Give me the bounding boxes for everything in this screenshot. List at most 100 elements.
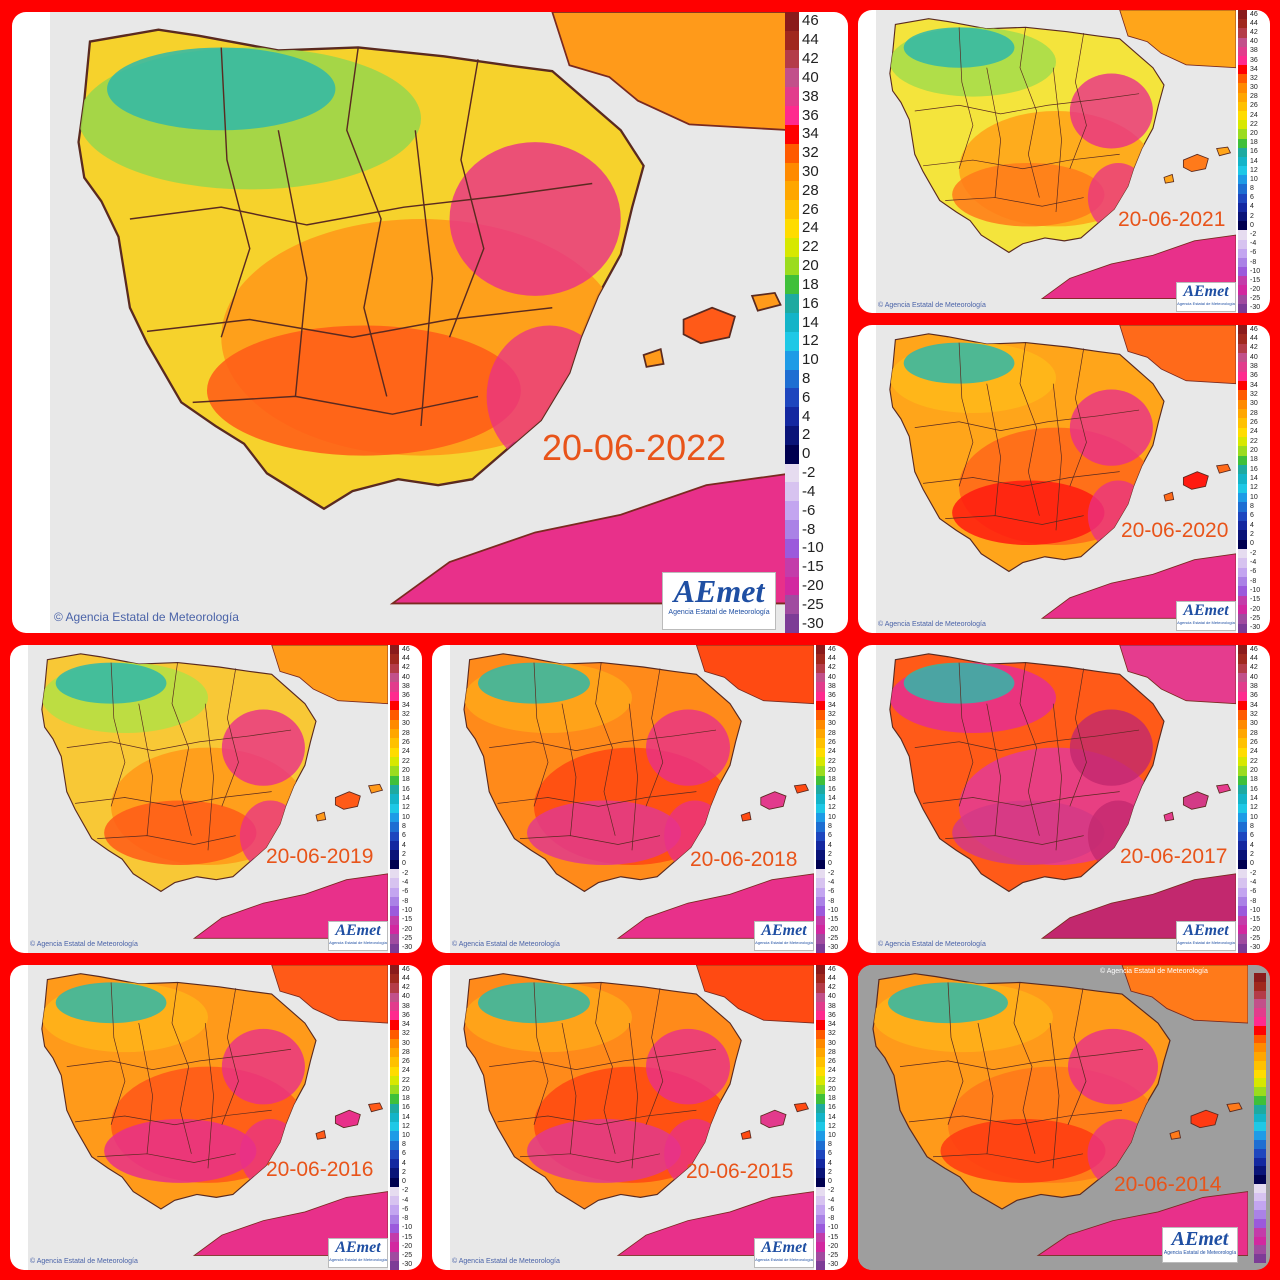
scale-swatch <box>816 710 825 721</box>
scale-swatch <box>1254 1087 1266 1097</box>
scale-swatch <box>816 757 825 767</box>
scale-swatch <box>390 925 399 935</box>
province-border <box>346 47 388 397</box>
scale-label: 22 <box>828 1076 836 1084</box>
scale-swatch <box>1238 878 1247 889</box>
scale-swatch <box>816 1140 825 1151</box>
scale-swatch <box>785 369 799 389</box>
ibiza-island <box>1169 1130 1182 1140</box>
scale-swatch <box>1254 1166 1266 1176</box>
scale-swatch <box>390 1196 399 1206</box>
aemet-logo: AEmet Agencia Estatal de Meteorología <box>754 1238 814 1268</box>
scale-label: -8 <box>802 520 816 538</box>
scale-swatch <box>1238 682 1247 693</box>
map-panel-2015: 20-06-2015 © Agencia Estatal de Meteorol… <box>432 965 848 1270</box>
scale-label: 16 <box>828 1104 836 1112</box>
scale-swatch <box>1238 558 1247 569</box>
scale-swatch <box>1238 353 1247 363</box>
province-border <box>171 982 192 1154</box>
scale-swatch <box>1238 577 1247 587</box>
scale-label: 26 <box>1250 419 1258 426</box>
scale-swatch <box>1238 831 1247 842</box>
scale-swatch <box>816 850 825 861</box>
scale-swatch <box>390 869 399 879</box>
scale-label: 12 <box>402 804 410 812</box>
province-border <box>138 703 153 836</box>
scale-swatch <box>785 143 799 164</box>
scale-swatch <box>1238 841 1247 851</box>
scale-label: -10 <box>402 907 413 914</box>
scale-swatch <box>390 719 399 730</box>
scale-label: 4 <box>828 841 832 849</box>
menorca-island <box>368 1102 384 1113</box>
scale-label: 0 <box>1250 540 1254 548</box>
scale-label: 44 <box>1250 335 1258 342</box>
ibiza-island <box>740 1130 752 1140</box>
scale-swatch <box>1238 10 1247 20</box>
province-border <box>899 1048 1144 1070</box>
scale-swatch <box>1238 418 1247 429</box>
scale-swatch <box>1238 248 1247 259</box>
map-date-label: 20-06-2017 <box>1120 845 1228 868</box>
map-svg <box>28 965 388 1270</box>
ibiza-island <box>315 811 327 822</box>
south-hot-zone <box>527 800 681 865</box>
scale-swatch <box>390 1260 399 1270</box>
scale-label: -8 <box>402 1215 409 1223</box>
scale-swatch <box>390 645 399 655</box>
ebro-hot-zone <box>1069 389 1153 466</box>
province-border <box>497 1109 697 1126</box>
scale-label: -30 <box>402 1261 413 1269</box>
scale-swatch <box>390 701 399 711</box>
scale-swatch <box>785 275 799 295</box>
scale-swatch <box>390 729 399 739</box>
scale-label: -4 <box>828 879 835 886</box>
scale-swatch <box>390 691 399 702</box>
scale-swatch <box>816 1038 825 1049</box>
credit-text: Agencia Estatal de Meteorología <box>65 610 239 624</box>
scale-label: 40 <box>828 993 836 1001</box>
map-svg <box>876 325 1236 633</box>
mallorca-island <box>334 791 361 810</box>
scale-swatch <box>816 1011 825 1021</box>
scale-swatch <box>816 766 825 777</box>
temperature-map-2020 <box>876 325 1236 633</box>
scale-label: 12 <box>1250 804 1258 812</box>
scale-swatch <box>785 256 799 276</box>
scale-swatch <box>390 1122 399 1132</box>
scale-label: -20 <box>402 1242 413 1250</box>
scale-label: 16 <box>1250 148 1258 156</box>
province-border <box>192 395 479 415</box>
france-region <box>551 12 792 132</box>
scale-swatch <box>1238 822 1247 833</box>
scale-label: 10 <box>1250 493 1258 501</box>
scale-label: 34 <box>1250 701 1258 709</box>
scale-swatch <box>816 654 825 665</box>
south-hot-zone <box>940 1118 1106 1183</box>
scale-swatch <box>785 538 799 559</box>
province-border <box>146 306 553 339</box>
scale-label: 18 <box>402 776 410 784</box>
province-border <box>533 982 549 1125</box>
scale-swatch <box>1238 399 1247 410</box>
scale-swatch <box>1238 934 1247 945</box>
scale-label: 34 <box>828 701 836 709</box>
credit-text: Agencia Estatal de Meteorología <box>36 1258 138 1265</box>
mallorca-island <box>1182 791 1209 810</box>
province-border <box>945 835 1084 845</box>
scale-swatch <box>785 200 799 220</box>
scale-swatch <box>1238 427 1247 438</box>
province-border <box>986 67 1001 198</box>
scale-label: 28 <box>402 729 410 737</box>
scale-swatch <box>1254 1034 1266 1044</box>
ebro-hot-zone <box>1069 73 1153 149</box>
scale-swatch <box>1254 1254 1266 1264</box>
scale-swatch <box>1238 92 1247 103</box>
scale-label: 34 <box>802 125 819 143</box>
province-border <box>947 982 964 1125</box>
scale-label: 18 <box>802 275 819 293</box>
france-region <box>1119 325 1236 385</box>
province-border <box>277 130 308 397</box>
province-border <box>645 988 664 1125</box>
temperature-map-2019 <box>28 645 388 953</box>
